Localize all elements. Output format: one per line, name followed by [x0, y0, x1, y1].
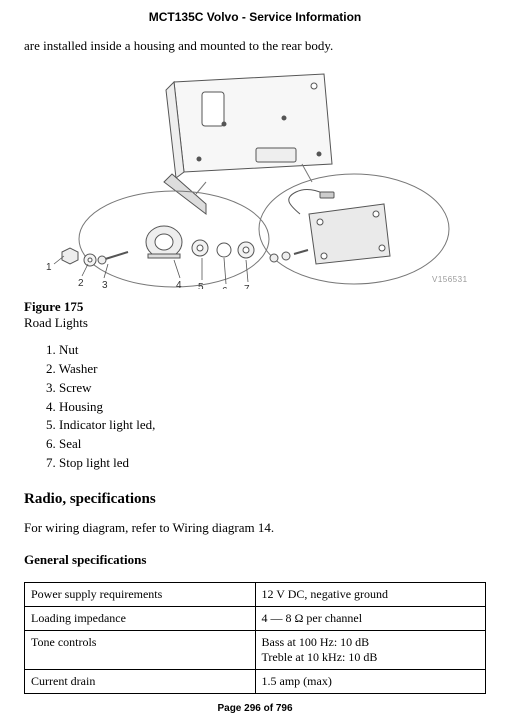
- spec-value: 1.5 amp (max): [255, 669, 486, 693]
- callout-3: 3: [102, 280, 108, 289]
- spec-label: Tone controls: [25, 630, 256, 669]
- list-item: 6. Seal: [46, 435, 486, 454]
- spec-label: Loading impedance: [25, 606, 256, 630]
- section-heading-radio: Radio, specifications: [24, 491, 486, 508]
- list-item: 5. Indicator light led,: [46, 416, 486, 435]
- list-item: 2. Washer: [46, 360, 486, 379]
- figure-caption: Figure 175: [24, 299, 486, 315]
- figure-code: V156531: [432, 275, 468, 284]
- callout-5: 5: [198, 282, 204, 289]
- list-item: 4. Housing: [46, 398, 486, 417]
- callout-6: 6: [222, 286, 228, 289]
- spec-label: Current drain: [25, 669, 256, 693]
- callout-1: 1: [46, 262, 52, 273]
- parts-list: 1. Nut 2. Washer 3. Screw 4. Housing 5. …: [46, 341, 486, 473]
- list-item: 1. Nut: [46, 341, 486, 360]
- table-row: Loading impedance 4 — 8 Ω per channel: [25, 606, 486, 630]
- list-item: 3. Screw: [46, 379, 486, 398]
- sub-heading-general-specs: General specifications: [24, 552, 486, 568]
- spec-label: Power supply requirements: [25, 582, 256, 606]
- page-header-title: MCT135C Volvo - Service Information: [24, 10, 486, 24]
- callout-7: 7: [244, 284, 250, 289]
- page-footer: Page 296 of 796: [0, 703, 510, 714]
- wiring-reference-text: For wiring diagram, refer to Wiring diag…: [24, 520, 486, 536]
- intro-paragraph: are installed inside a housing and mount…: [24, 38, 486, 54]
- table-row: Current drain 1.5 amp (max): [25, 669, 486, 693]
- specifications-table: Power supply requirements 12 V DC, negat…: [24, 582, 486, 694]
- callout-4: 4: [176, 280, 182, 289]
- list-item: 7. Stop light led: [46, 454, 486, 473]
- table-row: Power supply requirements 12 V DC, negat…: [25, 582, 486, 606]
- figure-subcaption: Road Lights: [24, 315, 486, 331]
- table-row: Tone controls Bass at 100 Hz: 10 dBTrebl…: [25, 630, 486, 669]
- spec-value: Bass at 100 Hz: 10 dBTreble at 10 kHz: 1…: [255, 630, 486, 669]
- figure-diagram: 1 2 3 4 5 6 7 V156531: [24, 64, 486, 289]
- spec-value: 4 — 8 Ω per channel: [255, 606, 486, 630]
- callout-2: 2: [78, 278, 84, 289]
- spec-value: 12 V DC, negative ground: [255, 582, 486, 606]
